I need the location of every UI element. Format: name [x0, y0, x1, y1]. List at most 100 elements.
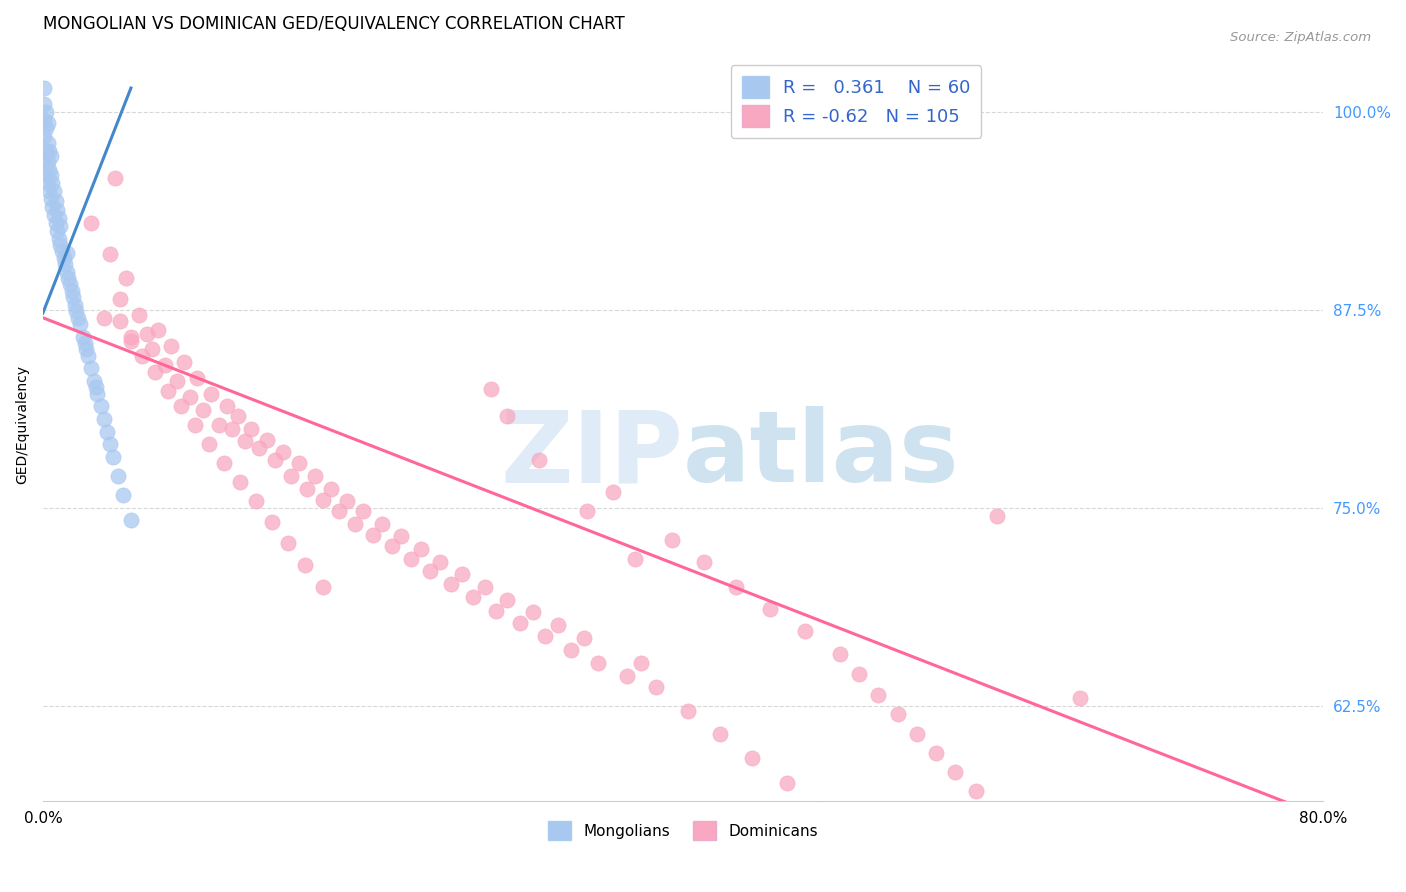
Point — [184, 418, 207, 433]
Point — [45, 216, 67, 230]
Legend: Mongolians, Dominicans: Mongolians, Dominicans — [543, 815, 824, 846]
Point — [38, 163, 60, 178]
Point — [212, 457, 235, 471]
Point — [429, 555, 451, 569]
Point — [343, 516, 366, 531]
Point — [319, 482, 342, 496]
Point — [75, 343, 97, 357]
Point — [463, 590, 485, 604]
Point — [37, 176, 59, 190]
Point — [208, 418, 231, 433]
Point — [49, 219, 72, 233]
Point — [399, 551, 422, 566]
Point — [37, 136, 59, 151]
Point — [371, 516, 394, 531]
Point — [451, 567, 474, 582]
Point — [868, 688, 890, 702]
Point — [226, 409, 249, 423]
Point — [229, 475, 252, 490]
Point — [828, 647, 851, 661]
Point — [83, 374, 105, 388]
Point — [143, 365, 166, 379]
Point — [280, 469, 302, 483]
Point — [58, 271, 80, 285]
Point — [1047, 860, 1070, 874]
Point — [409, 541, 432, 556]
Point — [312, 580, 335, 594]
Point — [169, 400, 191, 414]
Point — [724, 580, 747, 594]
Point — [943, 765, 966, 780]
Point — [96, 425, 118, 439]
Point — [776, 776, 799, 790]
Point — [676, 704, 699, 718]
Point — [419, 564, 441, 578]
Point — [588, 656, 610, 670]
Point — [35, 168, 58, 182]
Point — [496, 409, 519, 423]
Point — [474, 580, 496, 594]
Point — [120, 334, 142, 349]
Point — [120, 514, 142, 528]
Point — [103, 450, 125, 464]
Point — [336, 494, 359, 508]
Point — [245, 494, 267, 508]
Point — [42, 208, 65, 222]
Point — [34, 128, 56, 143]
Point — [67, 310, 90, 325]
Point — [191, 402, 214, 417]
Point — [34, 81, 56, 95]
Point — [304, 469, 326, 483]
Point — [256, 433, 278, 447]
Point — [1028, 841, 1050, 855]
Text: ZIP: ZIP — [501, 406, 683, 503]
Point — [93, 310, 115, 325]
Point — [312, 492, 335, 507]
Point — [602, 485, 624, 500]
Point — [45, 194, 67, 208]
Point — [98, 437, 121, 451]
Point — [39, 192, 62, 206]
Point — [277, 535, 299, 549]
Point — [146, 323, 169, 337]
Point — [166, 374, 188, 388]
Point — [37, 155, 59, 169]
Point — [98, 247, 121, 261]
Point — [179, 390, 201, 404]
Point — [65, 304, 87, 318]
Point — [198, 437, 221, 451]
Point — [758, 602, 780, 616]
Point — [38, 184, 60, 198]
Point — [39, 168, 62, 182]
Point — [34, 96, 56, 111]
Point — [59, 277, 82, 292]
Point — [215, 400, 238, 414]
Point — [52, 251, 75, 265]
Point — [479, 382, 502, 396]
Point — [49, 238, 72, 252]
Point — [115, 271, 138, 285]
Point — [84, 380, 107, 394]
Point — [741, 751, 763, 765]
Point — [247, 441, 270, 455]
Point — [352, 504, 374, 518]
Point — [35, 120, 58, 135]
Point — [848, 667, 870, 681]
Point — [108, 314, 131, 328]
Point — [534, 629, 557, 643]
Point — [389, 529, 412, 543]
Point — [38, 145, 60, 159]
Point — [693, 555, 716, 569]
Point — [925, 747, 948, 761]
Point — [34, 112, 56, 127]
Point — [108, 292, 131, 306]
Point — [886, 706, 908, 721]
Point — [63, 298, 86, 312]
Point — [46, 224, 69, 238]
Point — [73, 336, 96, 351]
Point — [56, 265, 79, 279]
Point — [485, 604, 508, 618]
Point — [37, 116, 59, 130]
Point — [496, 592, 519, 607]
Point — [141, 343, 163, 357]
